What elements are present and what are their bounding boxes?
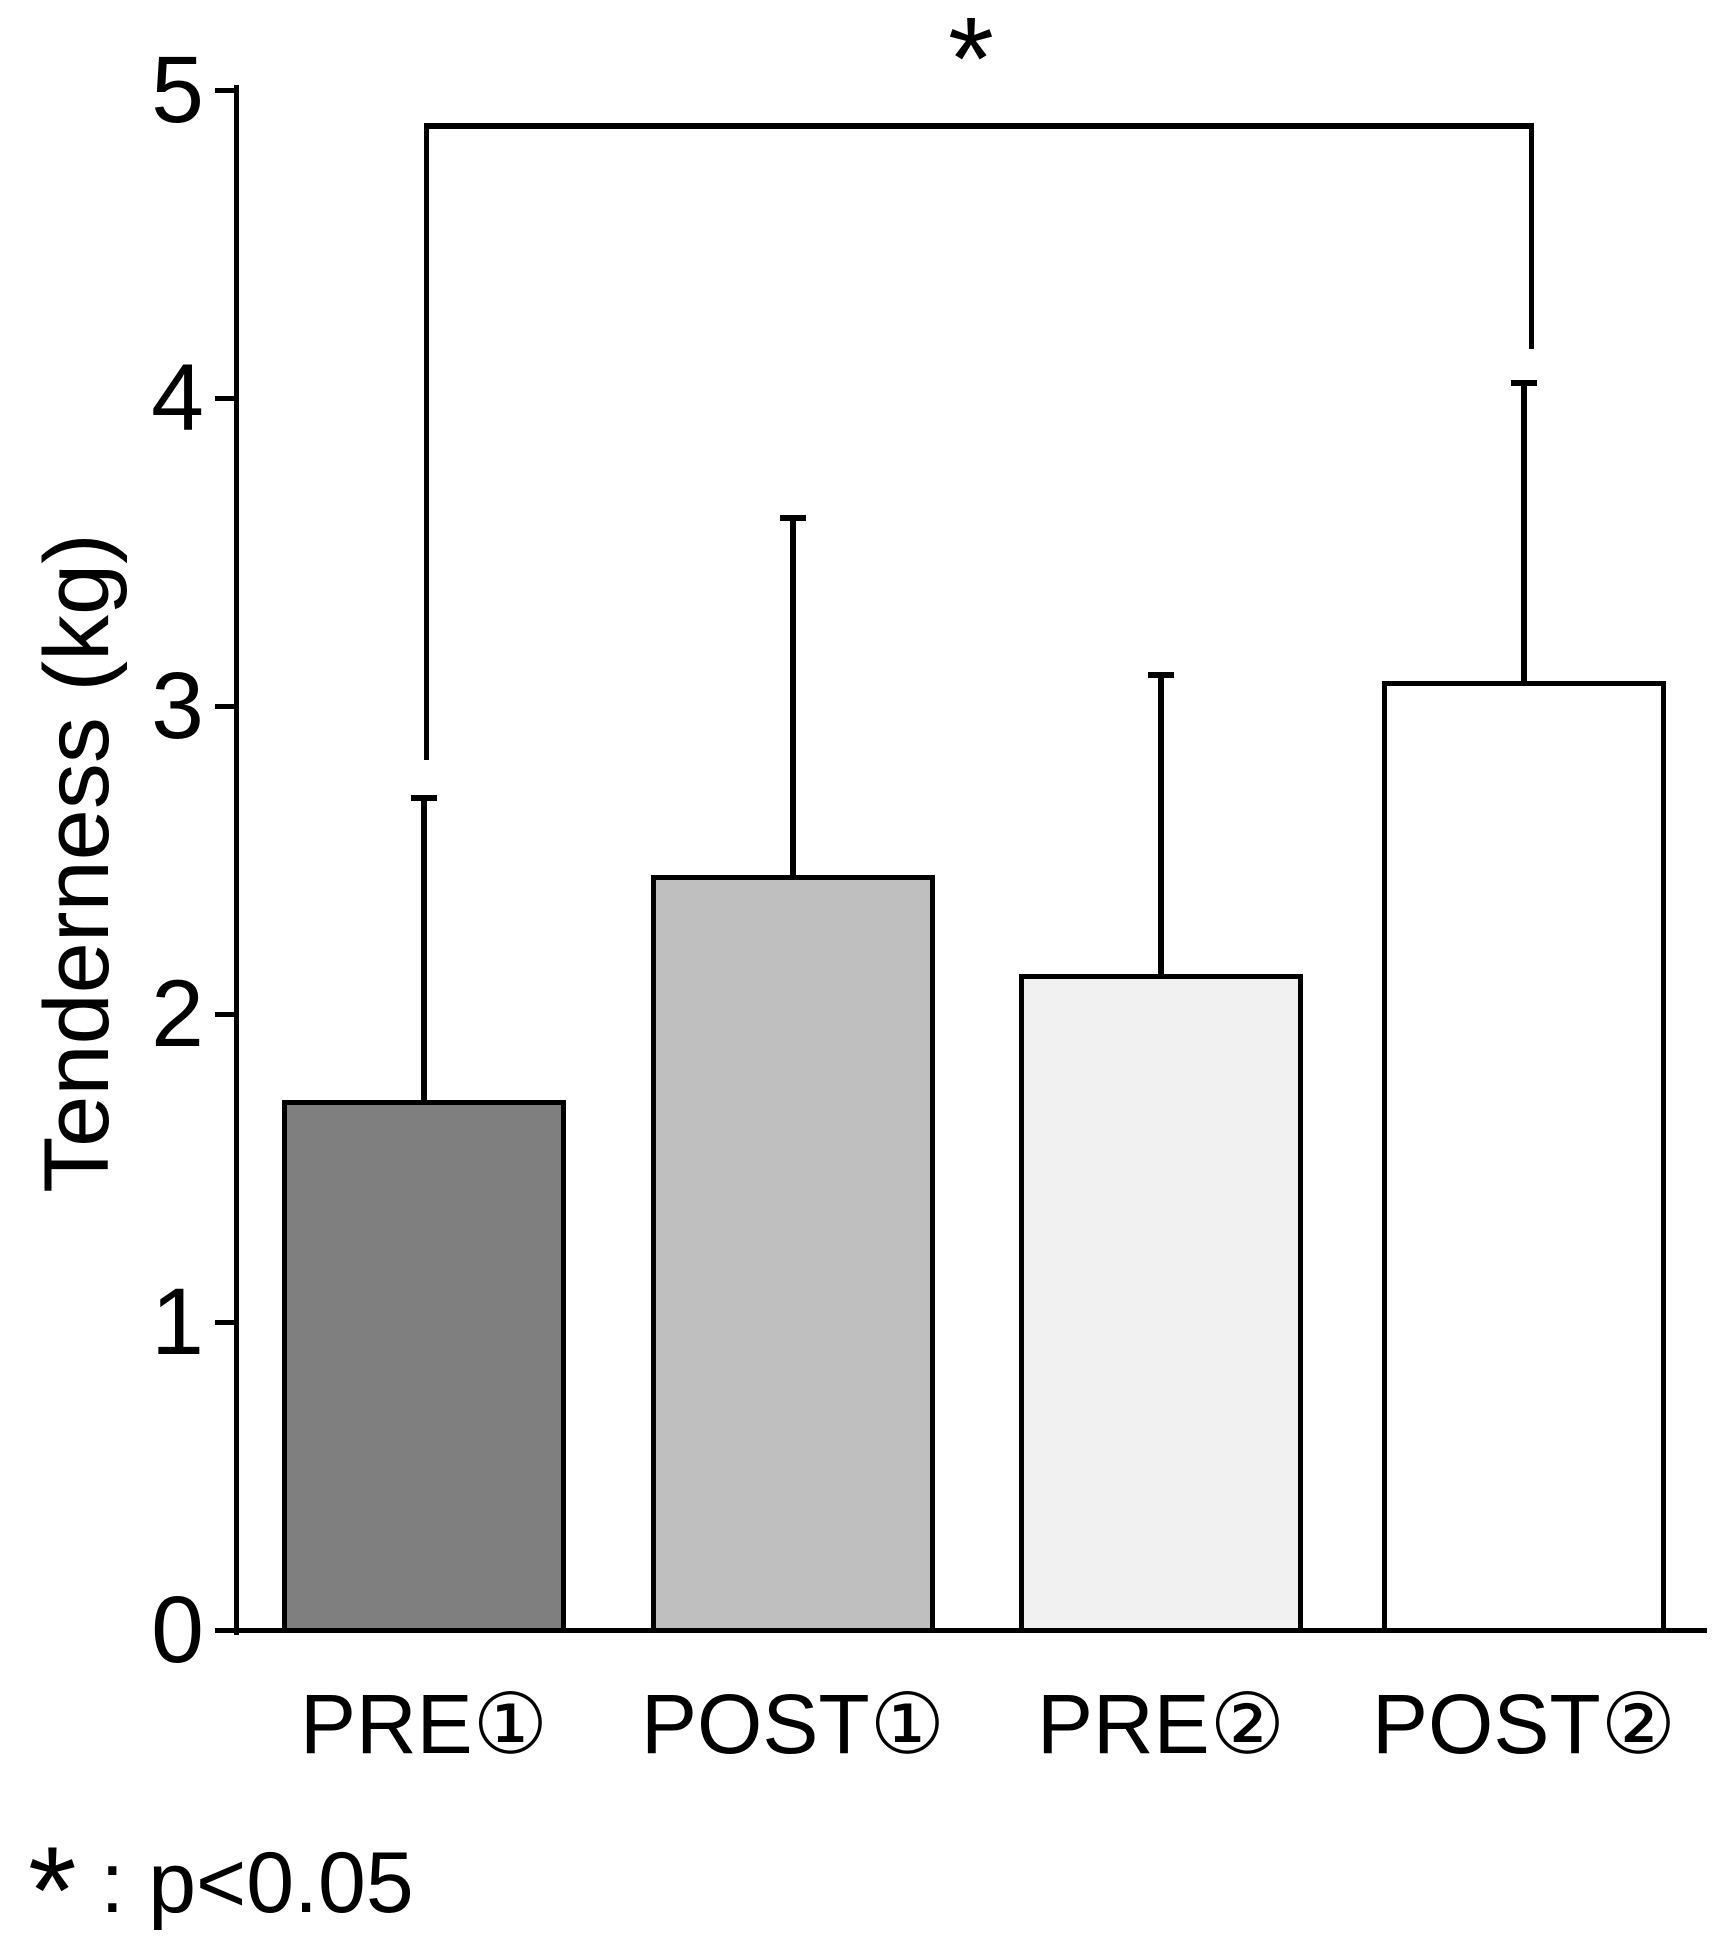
- footnote-text: p<0.05: [148, 1835, 414, 1931]
- y-axis-tick-label: 3: [151, 653, 204, 759]
- y-axis-tick-label: 2: [151, 961, 204, 1067]
- significance-asterisk: *: [948, 0, 994, 125]
- bar-2: [651, 875, 935, 1633]
- significance-footnote: * : p<0.05: [28, 1828, 414, 1953]
- x-axis-label-2: POST①: [640, 1677, 945, 1771]
- y-axis-tick-label: 5: [151, 37, 204, 143]
- x-axis-label-4: POST②: [1371, 1677, 1676, 1771]
- bar-1: [282, 1100, 566, 1633]
- y-axis-tick: [215, 396, 239, 401]
- bar-4: [1382, 681, 1666, 1633]
- x-axis-label-1: PRE①: [299, 1677, 549, 1771]
- y-axis-tick: [215, 704, 239, 709]
- y-axis-tick-label: 4: [151, 345, 204, 451]
- bar-3: [1019, 973, 1303, 1633]
- error-bar-cap-2: [780, 515, 806, 522]
- y-axis-tick: [215, 1628, 239, 1633]
- x-axis-label-3: PRE②: [1036, 1677, 1286, 1771]
- y-axis-tick-label: 1: [151, 1269, 204, 1375]
- error-bar-cap-4: [1511, 379, 1537, 386]
- footnote-asterisk: *: [28, 1821, 77, 1954]
- error-bar-cap-1: [411, 795, 437, 802]
- error-bar-4: [1521, 379, 1527, 682]
- y-axis-title: Tenderness (kg): [26, 533, 128, 1193]
- y-axis-tick: [215, 1012, 239, 1017]
- error-bar-cap-3: [1148, 672, 1174, 679]
- error-bar-2: [790, 515, 796, 876]
- significance-bracket-top: [424, 123, 1534, 129]
- footnote-separator: :: [76, 1835, 149, 1931]
- y-axis-line: [234, 85, 239, 1635]
- y-axis-tick: [215, 1320, 239, 1325]
- significance-bracket-left: [424, 123, 429, 760]
- x-axis-line: [234, 1628, 1707, 1633]
- error-bar-3: [1158, 672, 1164, 974]
- y-axis-tick: [215, 88, 239, 93]
- significance-bracket-right: [1529, 123, 1534, 349]
- error-bar-1: [421, 795, 427, 1101]
- y-axis-tick-label: 0: [151, 1577, 204, 1683]
